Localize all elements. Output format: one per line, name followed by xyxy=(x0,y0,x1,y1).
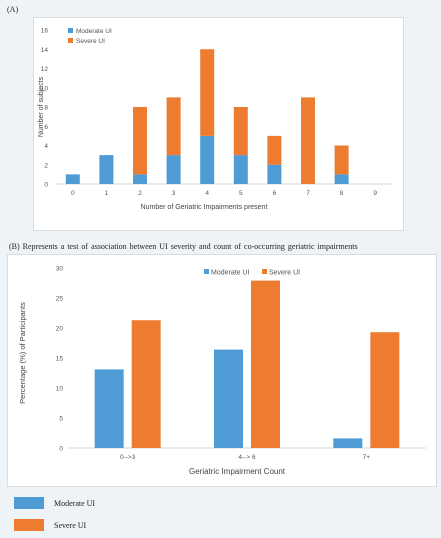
bar-severe xyxy=(334,145,349,175)
y-tick-label: 30 xyxy=(56,266,64,273)
x-tick-label: 0-->3 xyxy=(120,454,136,461)
bar-moderate xyxy=(334,174,349,184)
y-tick-label: 14 xyxy=(41,47,49,54)
x-tick-label: 7+ xyxy=(363,454,371,461)
bar-moderate xyxy=(65,174,80,184)
bar-moderate xyxy=(200,135,215,184)
y-tick-label: 8 xyxy=(44,105,48,112)
bottom-legend-moderate-swatch xyxy=(14,497,44,509)
y-tick-label: 15 xyxy=(56,356,64,363)
y-tick-label: 12 xyxy=(41,66,49,73)
y-tick-label: 5 xyxy=(59,416,63,423)
y-tick-label: 25 xyxy=(56,296,64,303)
y-tick-label: 0 xyxy=(44,182,48,189)
x-tick-label: 5 xyxy=(239,190,243,197)
chart-b-container: 0 5 10 15 20 25 30 0-->3 4--> 6 7+ Geriatric Impai… xyxy=(7,254,437,487)
panel-b-label: (B) Represents a test of association bet… xyxy=(9,242,358,251)
y-tick-label: 20 xyxy=(56,326,64,333)
bottom-legend-severe-label: Severe UI xyxy=(54,521,87,530)
y-tick-label: 4 xyxy=(44,143,48,150)
y-tick-label: 10 xyxy=(56,386,64,393)
bar-moderate xyxy=(94,369,124,448)
legend-swatch-severe xyxy=(262,269,267,274)
x-tick-label: 9 xyxy=(373,190,377,197)
y-tick-label: 10 xyxy=(41,85,49,92)
bar-moderate xyxy=(214,349,243,448)
bar-severe xyxy=(251,280,280,448)
bar-severe xyxy=(301,97,315,184)
bar-moderate xyxy=(166,155,181,184)
legend-label-moderate: Moderate UI xyxy=(211,270,250,277)
chart-b: 0 5 10 15 20 25 30 0-->3 4--> 6 7+ Geriatric Impai… xyxy=(18,266,426,476)
x-axis-title: Number of Geriatric Impairments present xyxy=(141,204,268,211)
legend-swatch-moderate xyxy=(204,269,209,274)
y-axis-title: Percentage (%) of Participants xyxy=(18,302,27,404)
bar-severe xyxy=(166,97,181,156)
y-axis-title: Number of subjects xyxy=(38,76,45,137)
bar-moderate xyxy=(333,438,363,448)
x-tick-label: 4--> 6 xyxy=(238,454,256,461)
x-tick-label: 7 xyxy=(306,190,310,197)
legend-label-severe: Severe UI xyxy=(269,270,300,277)
chart-a-container: 0 2 4 6 8 10 12 14 16 0 1 2 3 4 5 6 7 8 9 Number of Geriatr… xyxy=(33,17,404,231)
y-tick-label: 6 xyxy=(44,124,48,131)
y-tick-label: 16 xyxy=(41,28,49,35)
y-tick-label: 2 xyxy=(44,162,48,169)
x-tick-label: 1 xyxy=(105,190,109,197)
x-axis-title: Geriatric Impairment Count xyxy=(189,467,286,476)
legend-swatch-moderate xyxy=(68,28,73,33)
bar-severe xyxy=(267,135,282,165)
bottom-legend-severe-swatch xyxy=(14,519,44,531)
bar-severe xyxy=(133,107,147,175)
legend-label-moderate: Moderate UI xyxy=(76,28,112,35)
legend-swatch-severe xyxy=(68,38,73,43)
x-tick-label: 6 xyxy=(273,190,277,197)
bar-severe xyxy=(131,320,161,448)
bar-moderate xyxy=(133,174,147,184)
legend-label-severe: Severe UI xyxy=(76,38,105,45)
bar-severe xyxy=(233,107,248,156)
bottom-legend-moderate-label: Moderate UI xyxy=(54,499,96,508)
bar-moderate xyxy=(267,164,282,184)
x-tick-label: 4 xyxy=(205,190,209,197)
x-tick-label: 3 xyxy=(172,190,176,197)
bar-moderate xyxy=(233,155,248,184)
panel-a-label: (A) xyxy=(7,5,19,14)
bar-severe xyxy=(200,49,215,136)
bar-moderate xyxy=(99,155,114,184)
bar-severe xyxy=(370,332,400,448)
x-tick-label: 8 xyxy=(340,190,344,197)
y-tick-label: 0 xyxy=(59,446,63,453)
x-tick-label: 0 xyxy=(71,190,75,197)
x-tick-label: 2 xyxy=(138,190,142,197)
